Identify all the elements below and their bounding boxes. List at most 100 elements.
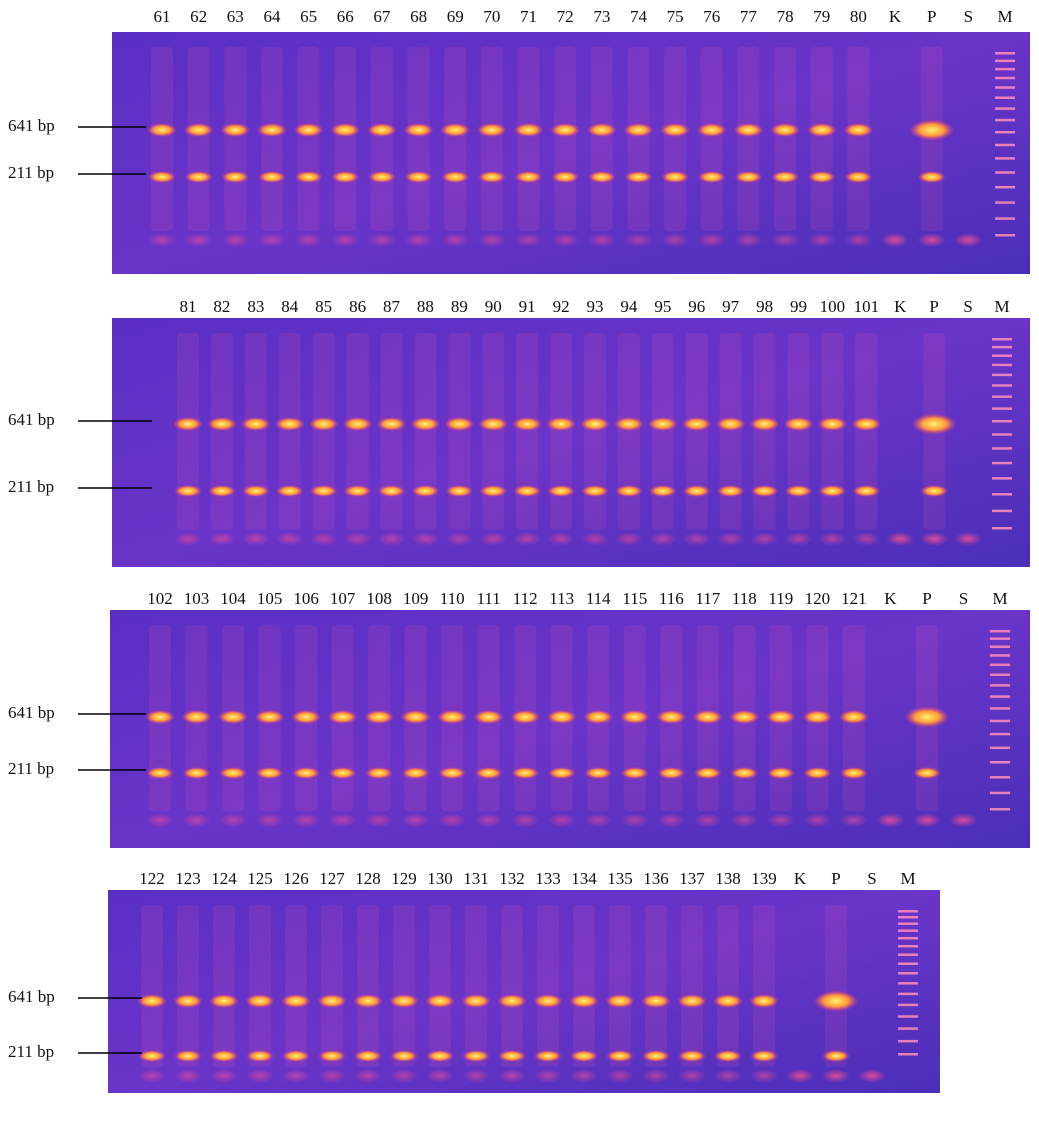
band-641 <box>770 123 801 137</box>
lane-label: K <box>889 7 902 26</box>
ladder-band <box>995 234 1015 237</box>
primer-blob <box>606 1068 634 1083</box>
marker-label: 641 bp <box>8 116 55 135</box>
ladder-band <box>995 96 1015 99</box>
band-211 <box>210 1050 238 1062</box>
band-211 <box>822 1050 850 1062</box>
lane-label: 95 <box>654 297 671 316</box>
primer-blob <box>807 233 836 247</box>
marker-label: 211 bp <box>8 759 54 778</box>
lane-label: K <box>894 297 907 316</box>
primer-blob <box>275 531 304 546</box>
primer-blob <box>570 1068 598 1083</box>
band-211 <box>852 485 881 497</box>
lane-smear <box>821 333 844 530</box>
lane-smear <box>584 333 606 530</box>
band-211 <box>547 485 576 497</box>
band-211 <box>445 485 474 497</box>
ladder-band <box>995 86 1015 89</box>
band-641 <box>656 710 687 724</box>
band-211 <box>693 767 722 779</box>
ladder-band <box>995 67 1015 71</box>
primer-blob <box>404 233 433 247</box>
lane-smear <box>685 333 708 530</box>
primer-blob <box>221 233 250 247</box>
lane-smear <box>482 333 505 530</box>
band-211 <box>411 485 440 497</box>
band-641 <box>613 417 644 431</box>
lane-label: 131 <box>463 869 489 888</box>
lane-label: K <box>794 869 807 888</box>
lane-label: 67 <box>373 7 391 26</box>
ladder-band <box>995 59 1015 63</box>
lane-smear <box>480 47 503 231</box>
primer-blob <box>207 531 236 546</box>
lane-label: 64 <box>263 7 281 26</box>
lane-label: 129 <box>391 869 417 888</box>
primer-blob <box>210 1068 238 1083</box>
band-211 <box>714 1050 742 1062</box>
ladder-band <box>990 684 1010 687</box>
ladder-band <box>992 384 1012 387</box>
band-641 <box>440 123 471 137</box>
lane-label: 76 <box>703 7 720 26</box>
primer-blob <box>661 233 690 247</box>
ladder-band <box>898 962 918 965</box>
ladder-band <box>995 171 1015 174</box>
primer-blob <box>146 813 174 828</box>
lane-label: 105 <box>257 589 283 608</box>
band-641 <box>183 123 214 137</box>
primer-blob <box>479 531 508 546</box>
ladder-band <box>898 910 918 913</box>
lane-smear <box>285 905 307 1067</box>
band-641 <box>181 710 212 724</box>
lane-smear <box>573 905 595 1067</box>
lane-smear <box>554 47 577 231</box>
lane-label: P <box>922 589 931 608</box>
band-211 <box>514 171 543 183</box>
ladder-band <box>898 953 918 956</box>
primer-blob <box>365 813 394 828</box>
lane-smear <box>847 47 870 231</box>
primer-blob <box>682 531 711 546</box>
ladder-band <box>992 338 1012 341</box>
primer-blob <box>441 233 470 247</box>
lane-smear <box>429 905 451 1067</box>
lane-label: 118 <box>732 589 757 608</box>
lane-smear <box>825 905 847 1067</box>
band-641 <box>715 417 746 431</box>
lane-label: 104 <box>220 589 246 608</box>
band-641 <box>308 417 339 431</box>
lane-label: 62 <box>190 7 207 26</box>
band-641 <box>473 710 504 724</box>
lane-label: 63 <box>227 7 244 26</box>
primer-blob <box>474 813 503 828</box>
lane-label: 135 <box>607 869 633 888</box>
band-641 <box>851 417 882 431</box>
lane-label: 138 <box>715 869 741 888</box>
primer-blob <box>445 531 474 546</box>
band-211 <box>511 767 540 779</box>
lane-label: 91 <box>519 297 536 316</box>
lane-label: 109 <box>403 589 429 608</box>
ladder-band <box>990 663 1010 667</box>
band-641 <box>173 417 203 431</box>
ladder-band <box>992 477 1012 480</box>
primer-blob <box>257 233 286 247</box>
band-211 <box>441 171 470 183</box>
ladder-band <box>990 776 1010 779</box>
lane-label: 106 <box>293 589 319 608</box>
band-211 <box>462 1050 490 1062</box>
band-211 <box>182 767 211 779</box>
primer-blob <box>620 813 649 828</box>
ladder-band <box>995 143 1015 147</box>
ladder-band <box>992 509 1012 513</box>
ladder-band <box>995 52 1015 55</box>
band-211 <box>275 485 304 497</box>
primer-blob <box>886 531 915 546</box>
lane-smear <box>855 333 878 530</box>
band-641 <box>293 123 324 137</box>
primer-blob <box>587 233 616 247</box>
band-211 <box>282 1050 310 1062</box>
lane-label: 126 <box>283 869 309 888</box>
